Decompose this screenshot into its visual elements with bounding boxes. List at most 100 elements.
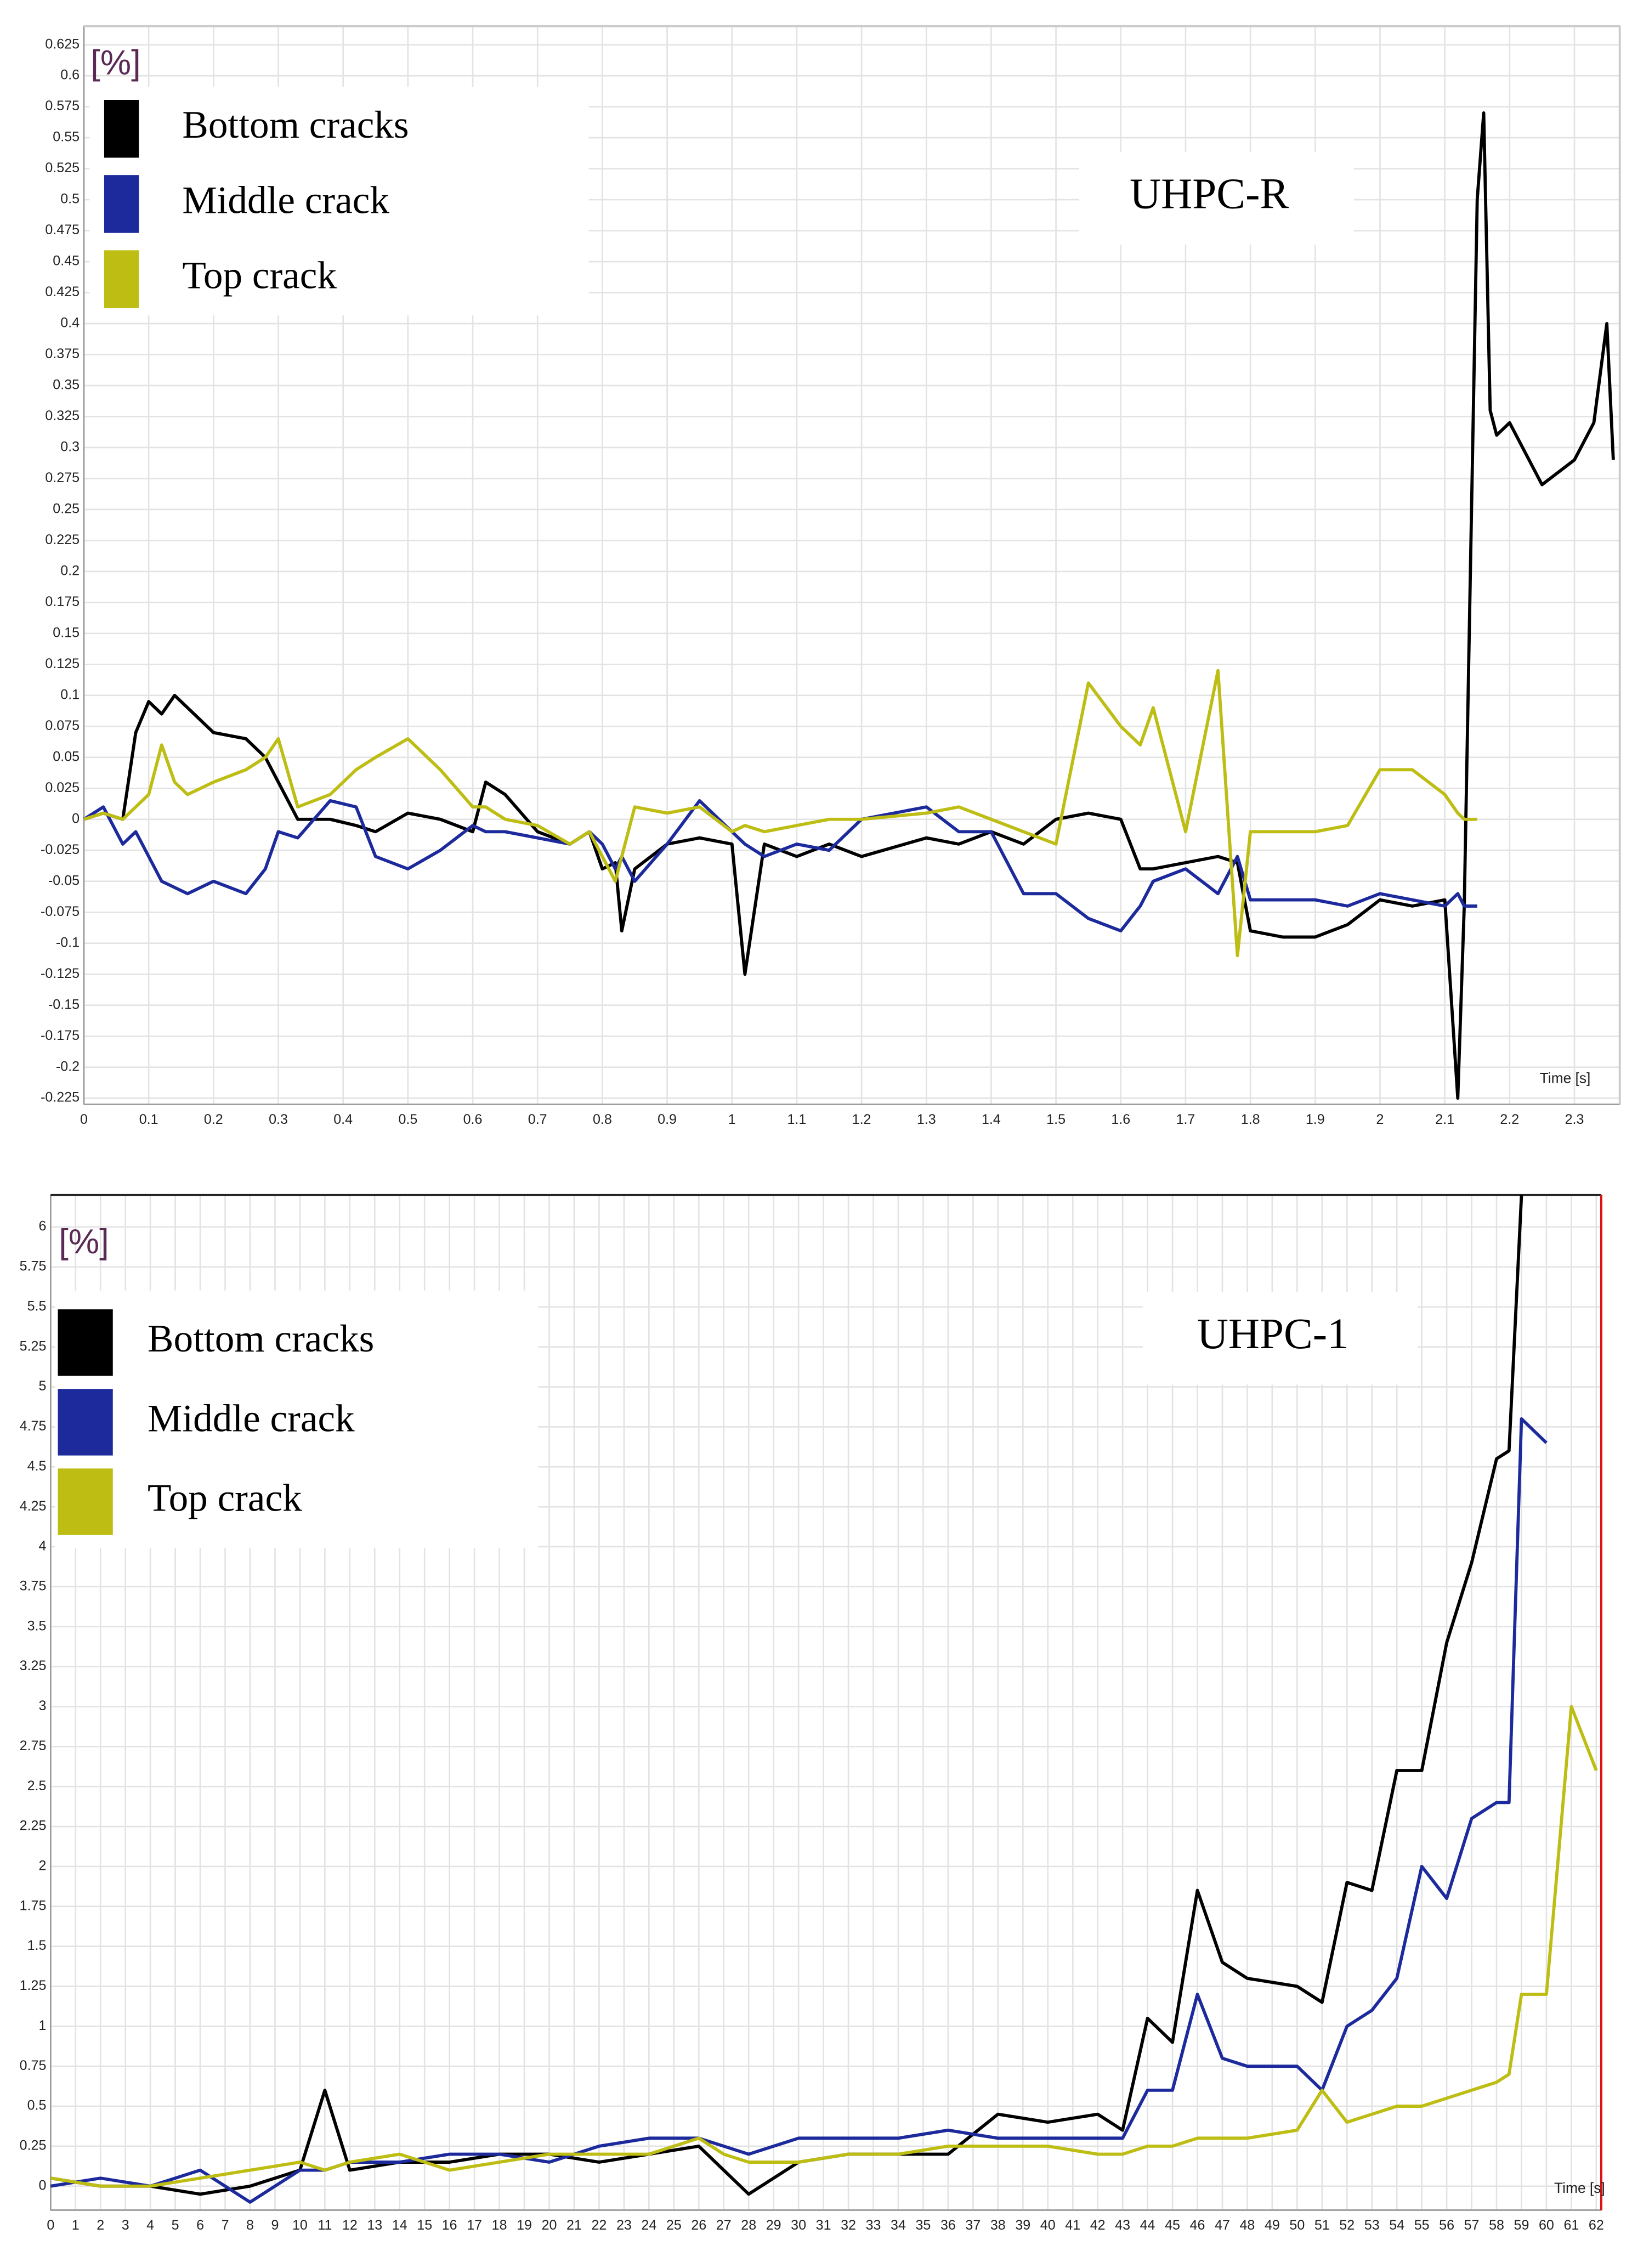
x-tick-label: 6 [196, 2218, 204, 2233]
series-line [83, 111, 1615, 1100]
x-tick-label: 39 [1015, 2218, 1030, 2233]
y-tick-label: 0.5 [60, 191, 80, 207]
x-tick-label: 0.5 [398, 1112, 417, 1127]
x-tick-label: 5 [172, 2218, 179, 2233]
x-tick-label: 1.9 [1306, 1112, 1325, 1127]
y-tick-label: 0.325 [45, 408, 80, 423]
x-tick-label: 61 [1563, 2218, 1579, 2233]
x-tick-label: 19 [517, 2218, 532, 2233]
x-tick-label: 23 [616, 2218, 632, 2233]
y-tick-label: 4 [38, 1539, 46, 1554]
y-tick-label: 0.1 [60, 687, 80, 702]
y-tick-label: 3 [38, 1698, 46, 1713]
x-tick-label: 59 [1514, 2218, 1529, 2233]
x-tick-label: 31 [816, 2218, 831, 2233]
x-tick-label: 1.3 [917, 1112, 936, 1127]
x-axis-label: Time [s] [1554, 2180, 1605, 2196]
x-tick-label: 26 [691, 2218, 706, 2233]
y-tick-label: 0.6 [60, 67, 80, 83]
y-tick-label: 3.75 [20, 1578, 47, 1593]
x-tick-label: 55 [1414, 2218, 1430, 2233]
y-axis-label: [%] [59, 1223, 109, 1261]
legend-swatch [104, 250, 139, 308]
x-tick-label: 1.2 [852, 1112, 871, 1127]
y-tick-label: 1.25 [20, 1978, 47, 1993]
annotation-box [1079, 151, 1354, 245]
x-tick-label: 0.8 [593, 1112, 612, 1127]
x-tick-label: 29 [766, 2218, 781, 2233]
y-tick-label: 0.175 [45, 594, 80, 609]
legend-label: Bottom cracks [148, 1317, 374, 1360]
x-tick-label: 58 [1489, 2218, 1504, 2233]
x-tick-label: 38 [990, 2218, 1006, 2233]
x-tick-label: 34 [891, 2218, 906, 2233]
x-tick-label: 18 [492, 2218, 507, 2233]
annotation: UHPC-R [1130, 170, 1289, 218]
series-line [83, 669, 1477, 958]
y-tick-label: 0.25 [53, 501, 80, 517]
y-tick-label: 1 [38, 2018, 46, 2033]
x-tick-label: 33 [866, 2218, 881, 2233]
legend-swatch [104, 175, 139, 233]
y-tick-label: 5.25 [20, 1338, 47, 1354]
y-tick-label: 0.375 [45, 346, 80, 361]
x-tick-label: 35 [915, 2218, 931, 2233]
x-tick-label: 41 [1065, 2218, 1080, 2233]
y-tick-label: -0.15 [48, 997, 80, 1012]
y-tick-label: 0.525 [45, 160, 80, 176]
legend-swatch [58, 1468, 113, 1535]
x-tick-label: 14 [392, 2218, 407, 2233]
y-tick-label: 0.15 [53, 625, 80, 640]
x-tick-label: 0.4 [333, 1112, 353, 1127]
x-tick-label: 44 [1140, 2218, 1155, 2233]
x-tick-label: 4 [146, 2218, 154, 2233]
x-tick-label: 60 [1539, 2218, 1554, 2233]
x-tick-label: 22 [592, 2218, 607, 2233]
y-tick-label: -0.2 [56, 1059, 80, 1074]
y-tick-label: 0.35 [53, 377, 80, 393]
y-tick-label: 0.425 [45, 284, 80, 299]
series-line [50, 1705, 1598, 2188]
x-tick-label: 1.6 [1111, 1112, 1130, 1127]
x-tick-label: 13 [367, 2218, 382, 2233]
x-tick-label: 1 [72, 2218, 80, 2233]
y-tick-label: 0.5 [27, 2098, 47, 2113]
x-tick-label: 45 [1165, 2218, 1180, 2233]
x-tick-label: 25 [666, 2218, 682, 2233]
y-tick-label: 0.275 [45, 470, 80, 485]
y-tick-label: -0.05 [48, 873, 80, 888]
y-tick-label: -0.075 [41, 904, 80, 919]
y-tick-label: -0.025 [41, 842, 80, 857]
y-tick-label: 4.25 [20, 1498, 47, 1514]
y-tick-label: 1.5 [27, 1938, 47, 1953]
x-tick-label: 3 [122, 2218, 129, 2233]
legend-label: Middle crack [148, 1397, 355, 1440]
y-tick-label: 2.25 [20, 1818, 47, 1834]
annotation: UHPC-1 [1197, 1310, 1349, 1358]
y-tick-label: 3.25 [20, 1658, 47, 1673]
x-tick-label: 36 [940, 2218, 956, 2233]
x-tick-label: 0 [47, 2218, 54, 2233]
x-tick-label: 1.8 [1241, 1112, 1260, 1127]
x-tick-label: 43 [1115, 2218, 1130, 2233]
legend-label: Top crack [182, 254, 337, 297]
x-tick-label: 47 [1215, 2218, 1230, 2233]
x-tick-label: 30 [791, 2218, 806, 2233]
y-tick-label: 0.75 [20, 2058, 47, 2073]
x-tick-label: 0.9 [658, 1112, 677, 1127]
x-tick-label: 2.1 [1435, 1112, 1454, 1127]
x-axis-label: Time [s] [1540, 1070, 1591, 1087]
x-tick-label: 50 [1289, 2218, 1305, 2233]
x-tick-label: 15 [417, 2218, 432, 2233]
y-tick-label: 0.55 [53, 129, 80, 145]
x-tick-label: 0.3 [269, 1112, 288, 1127]
x-tick-label: 53 [1364, 2218, 1380, 2233]
legend-label: Middle crack [182, 179, 389, 222]
y-tick-label: 2.5 [27, 1778, 47, 1794]
y-tick-label: -0.175 [41, 1028, 80, 1043]
x-tick-label: 0 [80, 1112, 88, 1127]
y-tick-label: 5 [38, 1378, 46, 1394]
x-tick-label: 16 [442, 2218, 457, 2233]
y-tick-label: 0.125 [45, 656, 80, 671]
